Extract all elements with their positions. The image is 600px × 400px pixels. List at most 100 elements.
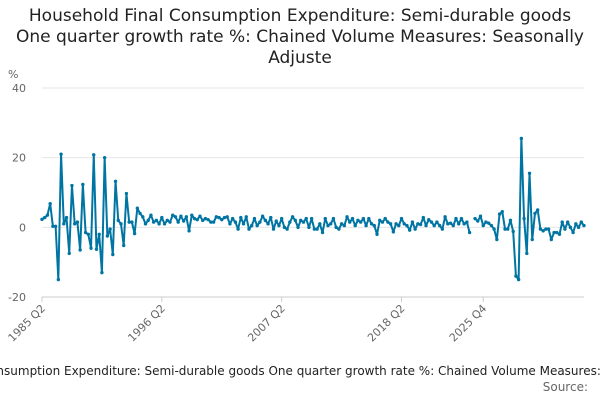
data-point — [467, 230, 472, 235]
source-label: Source: — [542, 380, 588, 394]
x-tick-label: 2018 Q2 — [365, 302, 408, 345]
data-point — [495, 237, 499, 242]
data-point — [86, 232, 91, 236]
data-point — [124, 191, 129, 196]
data-point — [179, 214, 183, 218]
data-point — [394, 222, 398, 226]
data-point — [258, 220, 262, 224]
data-point — [40, 217, 44, 222]
data-point — [318, 222, 322, 226]
data-point — [45, 213, 50, 217]
data-point — [533, 211, 537, 216]
data-point — [83, 230, 88, 235]
tick-labels: -20 0 20 40% 1985 Q2 1996 Q2 2007 Q2 2018 Q2 202… — [6, 68, 490, 344]
data-point — [402, 222, 406, 226]
data-point — [454, 216, 458, 221]
data-point — [437, 223, 442, 228]
data-point — [241, 222, 246, 226]
data-point — [165, 218, 169, 223]
data-point — [266, 222, 270, 226]
data-point — [538, 227, 543, 231]
data-point — [557, 232, 562, 236]
data-point — [228, 222, 232, 226]
data-point — [399, 216, 404, 221]
data-point — [222, 215, 227, 220]
data-point — [149, 213, 153, 217]
data-point — [92, 153, 96, 157]
data-point — [492, 227, 496, 231]
data-point — [301, 220, 306, 224]
data-point — [560, 220, 564, 224]
data-point — [293, 218, 297, 223]
data-point — [296, 225, 300, 230]
data-point — [312, 227, 317, 231]
data-point — [421, 215, 426, 220]
data-point — [279, 216, 284, 221]
data-point — [356, 218, 360, 223]
data-point — [407, 228, 412, 232]
data-point — [209, 220, 213, 224]
data-point — [102, 155, 107, 160]
data-point — [282, 225, 287, 230]
y-tick-label: 0 — [19, 221, 26, 234]
data-point — [465, 220, 469, 224]
data-point — [497, 212, 502, 216]
y-tick-label: 20 — [12, 152, 26, 165]
data-point — [511, 229, 515, 234]
data-point — [43, 215, 47, 220]
data-point — [250, 223, 254, 228]
data-point — [203, 216, 208, 221]
data-point — [290, 215, 295, 219]
data-point — [288, 220, 292, 224]
data-point — [448, 221, 453, 225]
data-point — [337, 227, 341, 231]
data-point — [440, 227, 445, 231]
data-point — [244, 215, 248, 219]
data-point — [51, 224, 55, 228]
data-point — [484, 220, 488, 224]
data-point — [233, 220, 238, 224]
gridlines — [42, 87, 584, 298]
data-point — [89, 246, 93, 250]
data-point — [260, 214, 265, 218]
data-point — [345, 215, 349, 219]
data-point — [304, 216, 308, 221]
data-point — [122, 243, 126, 248]
data-point — [541, 229, 545, 233]
data-point — [329, 222, 333, 226]
data-point — [277, 223, 281, 228]
data-point — [53, 224, 58, 228]
data-point — [239, 215, 243, 220]
data-point — [350, 216, 355, 221]
data-point — [500, 209, 504, 214]
data-point — [198, 214, 202, 218]
data-point — [418, 222, 423, 227]
data-point — [334, 225, 338, 230]
data-point — [378, 218, 382, 223]
data-point — [451, 223, 455, 228]
data-point — [151, 220, 156, 224]
data-point — [348, 220, 352, 224]
x-tick-label: 1985 Q2 — [6, 302, 49, 345]
data-point — [375, 232, 379, 236]
data-point — [130, 220, 134, 224]
chart-caption: Household Final Consumption Expenditure:… — [0, 364, 600, 378]
data-point — [162, 222, 167, 226]
data-point — [307, 225, 311, 230]
data-point — [135, 206, 140, 210]
data-point — [100, 270, 104, 275]
data-point — [326, 223, 330, 228]
data-point — [181, 219, 186, 223]
data-point — [571, 230, 575, 235]
data-point — [48, 201, 52, 206]
data-point — [94, 247, 99, 251]
data-point — [429, 220, 434, 224]
data-point — [358, 220, 363, 224]
data-point — [113, 179, 118, 184]
data-point — [506, 227, 510, 231]
data-point — [331, 216, 336, 221]
data-point — [476, 219, 480, 223]
data-point — [230, 216, 235, 221]
data-point — [527, 171, 532, 176]
data-point — [473, 216, 477, 221]
